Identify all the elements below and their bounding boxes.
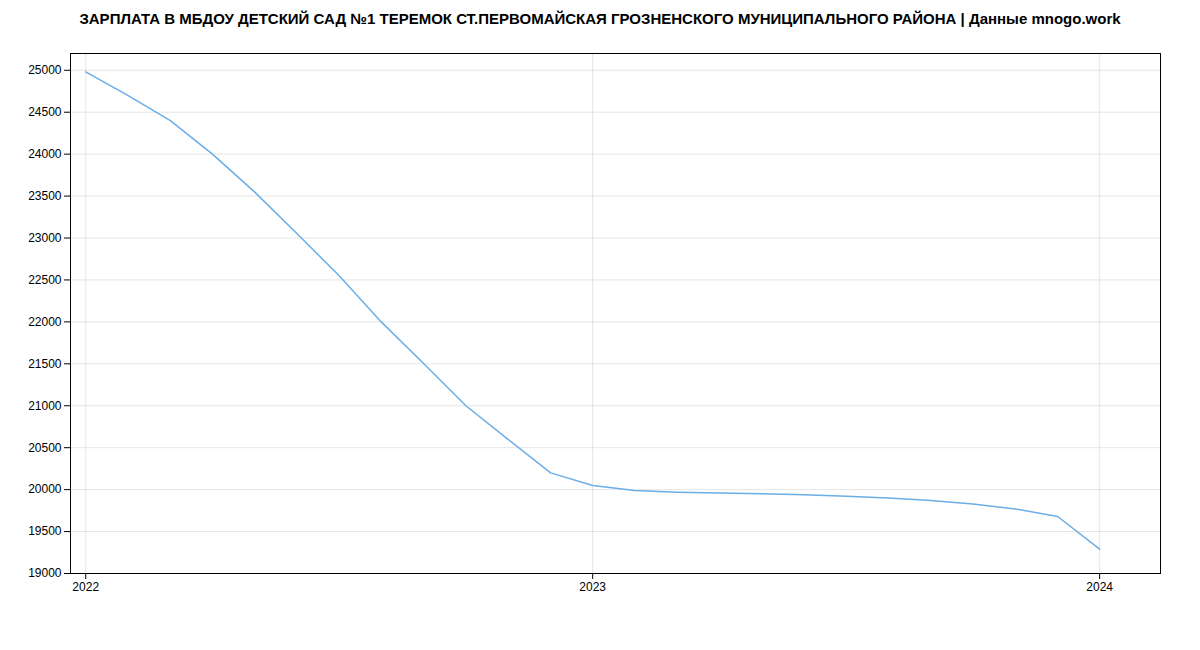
- svg-text:24500: 24500: [28, 105, 62, 119]
- svg-text:23000: 23000: [28, 231, 62, 245]
- svg-text:22000: 22000: [28, 315, 62, 329]
- html-text:ЗАРПЛАТА В МБДОУ ДЕТСКИЙ САД №: ЗАРПЛАТА В МБДОУ ДЕТСКИЙ САД №1 ТЕРЕМОК …: [79, 10, 1121, 27]
- svg-text:21500: 21500: [28, 357, 62, 371]
- svg-text:2024: 2024: [1086, 580, 1113, 594]
- svg-text:2022: 2022: [72, 580, 99, 594]
- svg-text:20500: 20500: [28, 441, 62, 455]
- svg-text:21000: 21000: [28, 399, 62, 413]
- svg-text:23500: 23500: [28, 189, 62, 203]
- svg-text:19000: 19000: [28, 566, 62, 580]
- svg-text:2023: 2023: [579, 580, 606, 594]
- svg-text:20000: 20000: [28, 482, 62, 496]
- svg-text:19500: 19500: [28, 524, 62, 538]
- svg-text:22500: 22500: [28, 273, 62, 287]
- svg-text:25000: 25000: [28, 63, 62, 77]
- svg-text:24000: 24000: [28, 147, 62, 161]
